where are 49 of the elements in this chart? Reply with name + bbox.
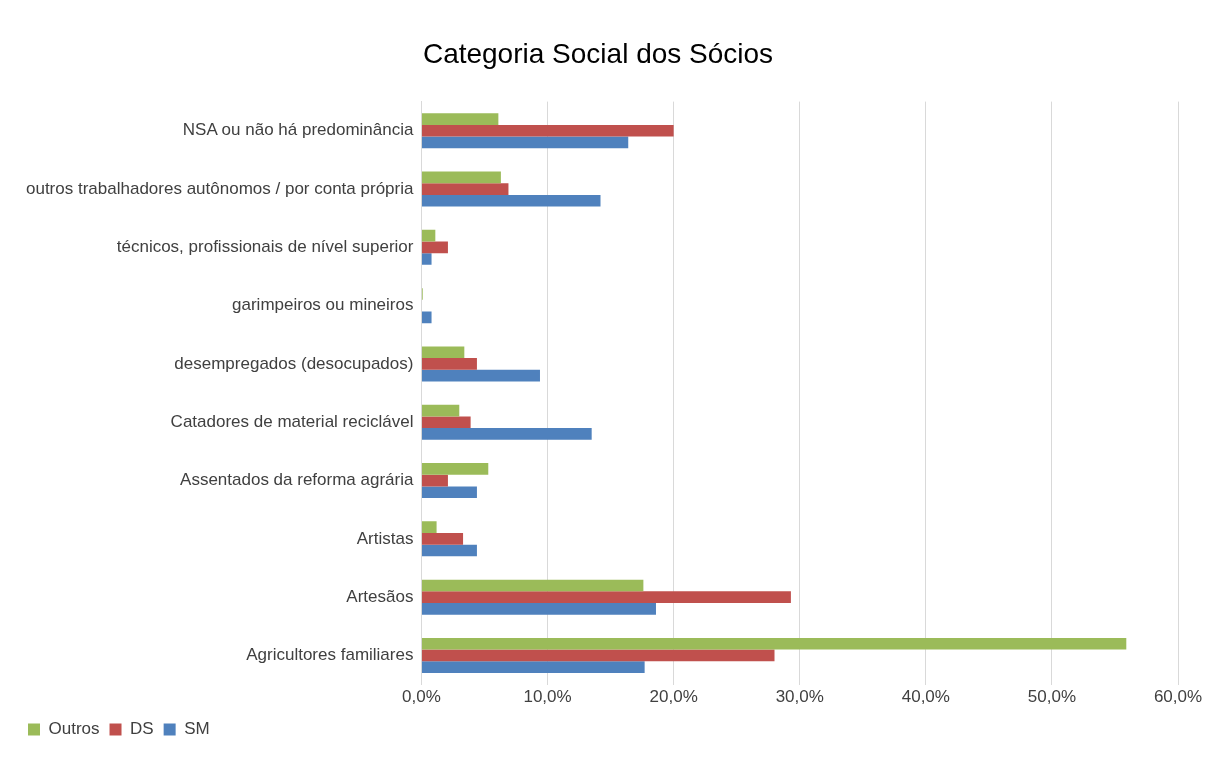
- bar: [421, 649, 775, 662]
- bar: [421, 486, 477, 499]
- bar: [421, 463, 489, 475]
- x-tick-label: 60,0%: [1153, 687, 1203, 707]
- bar: [421, 194, 601, 207]
- bar: [421, 661, 645, 673]
- y-tick-label: Assentados da reforma agrária: [180, 470, 414, 490]
- bar: [421, 124, 674, 137]
- bar: [421, 416, 471, 429]
- bar: [421, 428, 592, 440]
- x-tick-label: 40,0%: [901, 687, 950, 707]
- legend-label: Outros: [48, 719, 100, 739]
- bar: [421, 346, 465, 359]
- legend-label: SM: [184, 719, 210, 739]
- x-tick-label: 50,0%: [1027, 687, 1077, 707]
- bar: [421, 533, 464, 545]
- bar: [421, 358, 477, 370]
- bar: [421, 241, 448, 254]
- bar: [421, 602, 656, 615]
- bar: [421, 521, 437, 534]
- y-tick-label: garimpeiros ou mineiros: [232, 295, 414, 315]
- y-tick-label: Catadores de material reciclável: [170, 411, 414, 431]
- bar: [421, 404, 460, 417]
- y-tick-label: Agricultores familiares: [246, 645, 414, 665]
- y-tick-label: desempregados (desocupados): [174, 353, 414, 373]
- bar: [421, 544, 477, 557]
- y-tick-label: técnicos, profissionais de nível superior: [116, 237, 414, 257]
- bar: [421, 183, 509, 195]
- legend-label: DS: [130, 719, 154, 739]
- bar: [421, 579, 644, 592]
- y-tick-label: Artesãos: [346, 586, 414, 606]
- y-tick-label: outros trabalhadores autônomos / por conta própria: [25, 178, 414, 198]
- bar: [421, 113, 499, 125]
- x-tick-label: 30,0%: [775, 687, 824, 707]
- y-tick-label: Artistas: [356, 528, 414, 548]
- bar: [421, 229, 436, 242]
- bar: [421, 253, 432, 265]
- x-tick-label: 10,0%: [523, 687, 572, 707]
- bar: [421, 474, 448, 487]
- x-tick-label: 20,0%: [649, 687, 698, 707]
- bar: [421, 369, 540, 382]
- bar: [421, 637, 1127, 650]
- y-tick-label: NSA ou não há predominância: [182, 120, 414, 140]
- bar: [421, 136, 629, 149]
- bar: [421, 591, 791, 603]
- bar: [421, 311, 432, 324]
- chart-title: Categoria Social dos Sócios: [422, 37, 774, 69]
- bar: [421, 171, 501, 184]
- x-tick-label: 0,0%: [402, 687, 441, 707]
